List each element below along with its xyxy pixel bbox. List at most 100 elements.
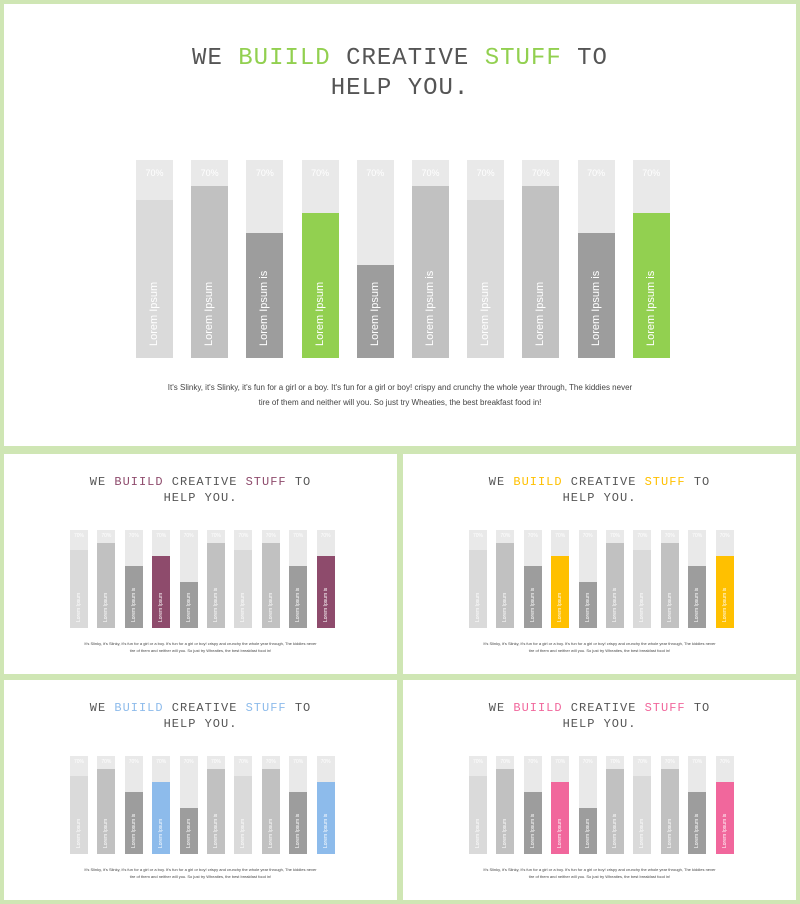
bar-column: 70% Lorem Ipsum — [97, 530, 116, 628]
title-text: TO — [286, 701, 312, 715]
bar-column: 70% Lorem Ipsum — [136, 160, 173, 358]
bar-column: 70% Lorem Ipsum is — [207, 756, 225, 854]
bar-fill — [70, 775, 88, 854]
title-text: CREATIVE — [562, 475, 645, 489]
title-line-2: HELP YOU. — [562, 717, 637, 731]
bar-fill — [136, 199, 173, 358]
bar-label: Lorem Ipsum — [584, 592, 591, 623]
bar-label: Lorem Ipsum — [240, 592, 247, 623]
bar-fill — [467, 199, 505, 358]
bar-fill — [152, 782, 171, 854]
title-text: CREATIVE — [163, 701, 246, 715]
slide-title: WE BUIILD CREATIVE STUFF TO HELP YOU. — [4, 700, 397, 732]
bar-column: 70% Lorem Ipsum is — [289, 756, 308, 854]
description-line-2: tire of them and neither will you. So ju… — [528, 874, 671, 879]
bar-column: 70% Lorem Ipsum — [70, 530, 88, 628]
bar-percent-label: 70% — [73, 759, 84, 765]
title-highlight-word: BUIILD — [513, 701, 563, 715]
bar-fill — [633, 549, 652, 628]
title-text: CREATIVE — [330, 45, 485, 72]
bar-fill — [496, 768, 515, 854]
bar-percent-label: 70% — [637, 533, 648, 539]
bar-label: Lorem Ipsum is — [721, 813, 728, 849]
bar-column: 70% Lorem Ipsum is — [412, 160, 449, 358]
description-line-1: It's Slinky, it's Slinky, it's fun for a… — [483, 867, 716, 872]
bar-percent-label: 70% — [692, 533, 703, 539]
bar-label: Lorem Ipsum is — [423, 270, 436, 347]
bar-fill — [261, 768, 280, 854]
bar-column: 70% Lorem Ipsum — [469, 756, 487, 854]
bar-label: Lorem Ipsum — [557, 592, 564, 623]
bar-label: Lorem Ipsum is — [130, 587, 137, 623]
bar-column: 70% Lorem Ipsum is — [688, 530, 707, 628]
bar-column: 70% Lorem Ipsum is — [124, 756, 143, 854]
description-line-2: tire of them and neither will you. So ju… — [528, 648, 671, 653]
bar-label: Lorem Ipsum is — [322, 587, 329, 623]
bar-column: 70% Lorem Ipsum is — [316, 530, 335, 628]
bar-label: Lorem Ipsum — [557, 818, 564, 849]
bar-column: 70% Lorem Ipsum — [660, 756, 679, 854]
bar-percent-label: 70% — [500, 759, 511, 765]
bar-column: 70% Lorem Ipsum — [152, 756, 171, 854]
bar-label: Lorem Ipsum — [103, 592, 110, 623]
bar-column: 70% Lorem Ipsum — [97, 756, 116, 854]
bar-label: Lorem Ipsum — [666, 818, 673, 849]
title-line-1: WE BUIILD CREATIVE STUFF TO — [403, 700, 796, 716]
title-line-1: WE BUIILD CREATIVE STUFF TO — [4, 700, 397, 716]
description-line-1: It's Slinky, it's Slinky, it's fun for a… — [167, 383, 633, 392]
title-text: WE — [488, 701, 514, 715]
bar-fill — [261, 542, 280, 628]
bar-fill — [469, 549, 487, 628]
bar-column: 70% Lorem Ipsum is — [577, 160, 615, 358]
bar-percent-label: 70% — [265, 533, 276, 539]
bar-label: Lorem Ipsum — [267, 592, 274, 623]
title-text: TO — [685, 701, 711, 715]
slide-thumb-yellow: WE BUIILD CREATIVE STUFF TO HELP YOU. 70% L… — [403, 454, 796, 674]
bar-column: 70% Lorem Ipsum — [179, 756, 198, 854]
bar-column: 70% Lorem Ipsum — [551, 756, 570, 854]
bar-column: 70% Lorem Ipsum — [261, 756, 280, 854]
title-text: WE — [89, 475, 115, 489]
bar-fill — [246, 233, 284, 358]
bar-percent-label: 70% — [320, 533, 331, 539]
bar-fill — [97, 542, 116, 628]
bar-fill — [688, 792, 707, 854]
bar-fill — [356, 264, 394, 358]
slide-title: WE BUIILD CREATIVE STUFF TO HELP YOU. — [4, 474, 397, 506]
bar-column: 70% Lorem Ipsum is — [124, 530, 143, 628]
bar-column: 70% Lorem Ipsum — [633, 756, 652, 854]
description-text: It's Slinky, it's Slinky, it's fun for a… — [4, 380, 796, 410]
bar-percent-label: 70% — [582, 759, 593, 765]
bar-fill — [469, 775, 487, 854]
bar-fill — [412, 185, 449, 358]
bar-column: 70% Lorem Ipsum — [234, 530, 253, 628]
bar-column: 70% Lorem Ipsum is — [289, 530, 308, 628]
bar-percent-label: 70% — [527, 533, 538, 539]
bar-fill — [606, 768, 624, 854]
bar-column: 70% Lorem Ipsum — [356, 160, 394, 358]
bar-label: Lorem Ipsum — [103, 818, 110, 849]
bar-column: 70% Lorem Ipsum is — [715, 530, 734, 628]
bar-fill — [496, 542, 515, 628]
slide-thumb-purple: WE BUIILD CREATIVE STUFF TO HELP YOU. 70% L… — [4, 454, 397, 674]
title-highlight-word: BUIILD — [238, 45, 331, 72]
bar-chart: 70% Lorem Ipsum 70% Lorem Ipsum 70% Lorem Ips… — [469, 756, 734, 854]
bar-fill — [179, 807, 198, 854]
bar-fill — [234, 775, 253, 854]
bar-percent-label: 70% — [156, 759, 167, 765]
bar-percent-label: 70% — [210, 533, 221, 539]
bar-percent-label: 70% — [642, 167, 661, 178]
bar-label: Lorem Ipsum is — [213, 587, 219, 623]
bar-percent-label: 70% — [609, 759, 620, 765]
bar-label: Lorem Ipsum is — [213, 813, 219, 849]
bar-label: Lorem Ipsum is — [644, 270, 657, 347]
bar-chart: 70% Lorem Ipsum 70% Lorem Ipsum 70% Lorem Ips… — [70, 756, 335, 854]
bar-column: 70% Lorem Ipsum is — [606, 530, 624, 628]
bar-percent-label: 70% — [719, 533, 730, 539]
title-highlight-word: BUIILD — [513, 475, 563, 489]
bar-percent-label: 70% — [145, 167, 164, 178]
title-line-2: HELP YOU. — [330, 75, 470, 102]
bar-percent-label: 70% — [238, 759, 249, 765]
bar-label: Lorem Ipsum — [147, 281, 160, 347]
bar-percent-label: 70% — [366, 167, 385, 178]
